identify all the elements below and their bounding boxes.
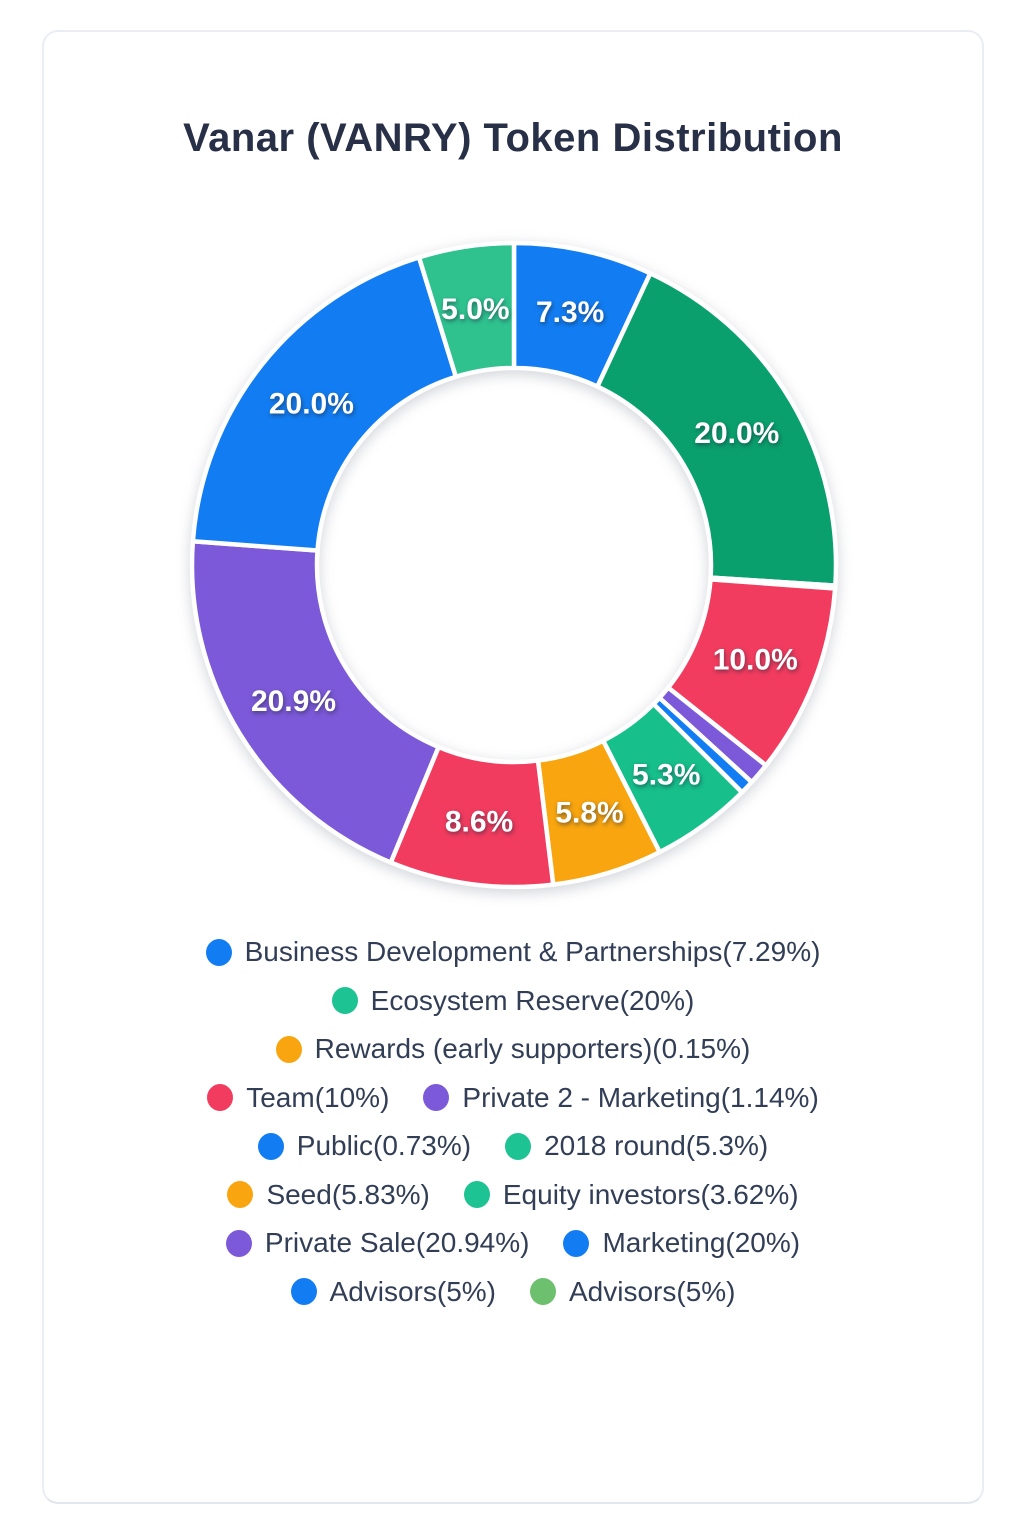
legend-item-label: Business Development & Partnerships(7.29… [244,936,821,968]
slice-label: 10.0% [713,643,798,676]
legend-item-label: Team(10%) [246,1081,390,1113]
slice-label: 20.0% [269,388,354,421]
legend-dot-icon [331,987,358,1015]
legend-item-label: Equity investors(3.62%) [502,1178,799,1210]
legend-item[interactable]: Private Sale(20.94%) [225,1227,530,1259]
donut-slice[interactable] [190,255,459,553]
donut-slice[interactable] [416,240,517,380]
legend-item-label: Seed(5.83%) [266,1178,430,1210]
legend-item-label: Rewards (early supporters)(0.15%) [314,1033,751,1065]
legend-dot-icon [207,1084,234,1112]
legend-row: Public(0.73%) 2018 round(5.3%) [44,1122,982,1171]
slice-label: 5.3% [632,759,700,792]
legend-dot-icon [290,1278,317,1306]
legend-dot-icon [225,1229,252,1257]
legend-row: Private Sale(20.94%) Marketing(20%) [44,1219,982,1268]
legend-dot-icon [205,938,232,966]
legend-dot-icon [505,1132,532,1160]
legend-row: Business Development & Partnerships(7.29… [44,928,982,977]
legend-dot-icon [227,1181,254,1209]
legend-item[interactable]: Marketing(20%) [563,1227,800,1259]
legend-item[interactable]: Advisors(5%) [530,1276,735,1308]
legend-row: Ecosystem Reserve(20%) [44,977,982,1026]
legend-dot-icon [257,1132,284,1160]
legend-item[interactable]: 2018 round(5.3%) [505,1130,768,1162]
legend-item-label: Marketing(20%) [602,1227,801,1259]
legend-item-label: Private Sale(20.94%) [264,1227,530,1259]
legend-row: Advisors(5%) Advisors(5%) [44,1268,982,1317]
legend-row: Seed(5.83%) Equity investors(3.62%) [44,1171,982,1220]
legend-item[interactable]: Rewards (early supporters)(0.15%) [275,1033,751,1065]
legend-row: Rewards (early supporters)(0.15%) [44,1025,982,1074]
legend-item-label: 2018 round(5.3%) [544,1130,769,1162]
legend-item[interactable]: Private 2 - Marketing(1.14%) [423,1081,819,1114]
legend-item[interactable]: Team(10%) [207,1082,389,1114]
legend-item-label: Ecosystem Reserve(20%) [370,984,695,1016]
legend-item[interactable]: Ecosystem Reserve(20%) [331,984,695,1017]
slice-label: 7.3% [536,296,604,329]
legend-item-label: Advisors(5%) [329,1275,496,1307]
slice-label: 5.8% [555,797,623,830]
slice-label: 20.9% [251,685,336,718]
donut-slice[interactable] [189,539,441,865]
legend-dot-icon [563,1229,590,1257]
legend-dot-icon [530,1278,556,1306]
legend-item[interactable]: Business Development & Partnerships(7.29… [205,936,821,968]
legend-dot-icon [423,1084,450,1112]
legend-item[interactable]: Equity investors(3.62%) [463,1178,799,1211]
legend-item-label: Advisors(5%) [569,1275,736,1307]
legend-item-label: Private 2 - Marketing(1.14%) [462,1081,819,1113]
chart-title: Vanar (VANRY) Token Distribution [183,116,843,160]
slice-label: 5.0% [441,293,509,326]
legend-item[interactable]: Public(0.73%) [257,1130,472,1162]
donut-chart: 7.3% 20.0% 10.0% 5.3% 5.8% 8.6% 20.9% 20.0% 5.0% [189,240,839,890]
legend-item[interactable]: Seed(5.83%) [227,1178,430,1211]
legend-dot-icon [463,1181,490,1209]
chart-legend: Business Development & Partnerships(7.29… [44,928,982,1316]
legend-item-label: Public(0.73%) [296,1130,472,1162]
legend-row: Team(10%) Private 2 - Marketing(1.14%) [44,1074,982,1123]
slice-label: 8.6% [445,806,513,839]
slice-label: 20.0% [694,417,779,450]
chart-card: Vanar (VANRY) Token Distribution 7.3% 20.… [42,30,984,1504]
donut-slice[interactable] [595,271,839,588]
legend-item[interactable]: Advisors(5%) [290,1275,496,1308]
legend-dot-icon [275,1035,302,1063]
